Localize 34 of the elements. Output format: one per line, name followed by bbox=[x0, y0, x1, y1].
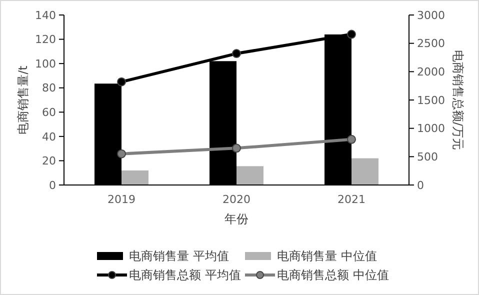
point bbox=[347, 134, 356, 144]
point bbox=[117, 149, 126, 158]
y2-tick-label: 0 bbox=[417, 178, 424, 192]
point bbox=[232, 49, 241, 58]
y2-axis-title: 电商销售总额/万元 bbox=[451, 50, 465, 150]
y-tick-label: 120 bbox=[35, 33, 56, 46]
legend-label: 电商销售量 平均值 bbox=[129, 249, 229, 264]
point bbox=[347, 30, 356, 39]
y-tick-label: 140 bbox=[35, 8, 56, 22]
legend-label: 电商销售量 中位值 bbox=[277, 249, 377, 264]
x-tick-label: 2021 bbox=[338, 193, 366, 206]
legend-label: 电商销售总额 平均值 bbox=[129, 268, 241, 282]
y2-tick-label: 1000 bbox=[417, 122, 445, 136]
bar bbox=[122, 170, 148, 185]
y-tick-label: 80 bbox=[42, 82, 56, 95]
y-tick-label: 40 bbox=[42, 130, 56, 144]
x-tick-label: 2019 bbox=[108, 193, 136, 206]
y-tick-label: 0 bbox=[49, 178, 56, 192]
point bbox=[117, 77, 126, 86]
y-tick-label: 60 bbox=[42, 106, 56, 119]
y2-tick-label: 500 bbox=[417, 150, 438, 164]
x-tick-label: 2020 bbox=[222, 193, 250, 206]
bar bbox=[352, 158, 378, 185]
y-tick-label: 20 bbox=[42, 154, 56, 168]
y2-tick-label: 2500 bbox=[417, 37, 445, 50]
point bbox=[232, 144, 241, 153]
bar bbox=[236, 166, 264, 185]
y2-tick-label: 1500 bbox=[417, 94, 445, 107]
y2-tick-label: 2000 bbox=[417, 66, 445, 79]
y-axis-title: 电商销售量/t bbox=[16, 65, 30, 134]
legend-label: 电商销售总额 中位值 bbox=[277, 268, 389, 282]
y-tick-label: 100 bbox=[35, 57, 56, 70]
y2-tick-label: 3000 bbox=[417, 8, 445, 22]
x-axis-title: 年份 bbox=[224, 212, 248, 226]
